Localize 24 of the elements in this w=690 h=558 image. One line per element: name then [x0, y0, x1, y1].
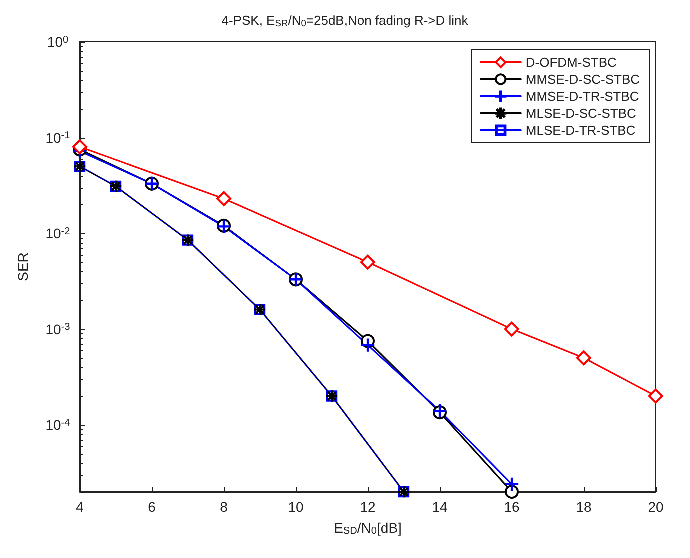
y-axis-title: SER	[15, 252, 31, 282]
x-tick-label: 8	[220, 499, 228, 515]
point	[504, 322, 520, 337]
legend-label: MLSE-D-SC-STBC	[526, 106, 636, 121]
point	[576, 350, 592, 366]
x-tick-label: 20	[648, 499, 664, 515]
point	[361, 338, 375, 352]
x-tick-label: 4	[76, 499, 84, 515]
x-tick-label: 12	[360, 499, 376, 515]
x-tick-label: 18	[576, 499, 592, 515]
legend-label: MMSE-D-SC-STBC	[526, 72, 640, 87]
x-tick-label: 14	[432, 499, 448, 515]
chart-title: 4-PSK, ESR/N0=25dB,Non fading R->D link	[222, 12, 469, 28]
point	[72, 140, 88, 155]
legend-label: MLSE-D-TR-STBC	[526, 123, 636, 138]
point	[505, 485, 519, 499]
legend-label: D-OFDM-STBC	[526, 55, 617, 70]
legend-label: MMSE-D-TR-STBC	[526, 89, 640, 104]
point	[648, 388, 664, 404]
point	[360, 254, 376, 270]
x-tick-label: 10	[288, 499, 304, 515]
x-tick-label: 6	[148, 499, 156, 515]
x-tick-label: 16	[504, 499, 520, 515]
point	[216, 191, 232, 206]
